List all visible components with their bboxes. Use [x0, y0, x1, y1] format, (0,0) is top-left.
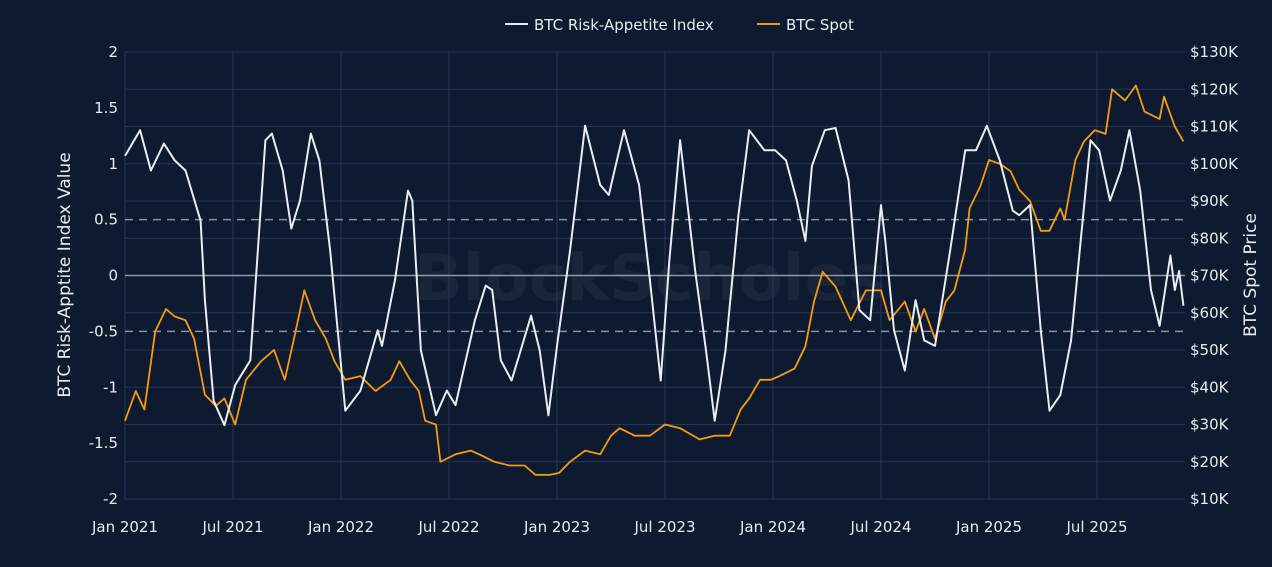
btc-spot-line — [124, 84, 1185, 476]
risk-appetite-index-line — [124, 124, 1185, 427]
left-tick-label: 1 — [108, 155, 118, 173]
right-tick-label: $80K — [1190, 229, 1230, 247]
x-tick-label: Jan 2024 — [739, 518, 806, 536]
x-tick-label: Jul 2024 — [849, 518, 911, 536]
x-tick-label: Jul 2025 — [1065, 518, 1127, 536]
right-tick-label: $130K — [1190, 43, 1239, 61]
left-tick-label: 1.5 — [94, 99, 118, 117]
right-tick-label: $90K — [1190, 192, 1230, 210]
legend: BTC Risk-Appetite Index BTC Spot — [505, 16, 854, 34]
left-tick-label: -1.5 — [89, 434, 118, 452]
x-tick-label: Jan 2021 — [91, 518, 158, 536]
x-tick-label: Jan 2023 — [523, 518, 590, 536]
x-tick-label: Jan 2025 — [955, 518, 1022, 536]
right-tick-label: $110K — [1190, 118, 1239, 136]
x-axis-ticks: Jan 2021 Jul 2021 Jan 2022 Jul 2022 Jan 2023… — [91, 518, 1128, 536]
right-tick-label: $120K — [1190, 80, 1239, 98]
right-tick-label: $50K — [1190, 341, 1230, 359]
right-tick-label: $100K — [1190, 155, 1239, 173]
right-tick-label: $30K — [1190, 416, 1230, 434]
left-tick-label: 0.5 — [94, 211, 118, 229]
x-tick-label: Jul 2021 — [201, 518, 263, 536]
left-tick-label: 2 — [108, 43, 118, 61]
right-tick-label: $60K — [1190, 304, 1230, 322]
reference-lines — [125, 218, 1185, 333]
legend-label-btc-spot: BTC Spot — [786, 16, 854, 34]
right-tick-label: $70K — [1190, 267, 1230, 285]
x-tick-label: Jul 2023 — [633, 518, 695, 536]
right-axis-title: BTC Spot Price — [1241, 213, 1261, 337]
series-lines — [124, 84, 1185, 476]
left-tick-label: -0.5 — [89, 322, 118, 340]
x-tick-label: Jan 2022 — [307, 518, 374, 536]
x-tick-label: Jul 2022 — [417, 518, 479, 536]
legend-label-risk-index: BTC Risk-Appetite Index — [534, 16, 714, 34]
right-tick-label: $40K — [1190, 378, 1230, 396]
right-axis-ticks: $130K $120K $110K $100K $90K $80K $70K $60K $50K… — [1190, 43, 1239, 508]
left-axis-title: BTC Risk-Apptite Index Value — [55, 152, 75, 397]
right-tick-label: $20K — [1190, 453, 1230, 471]
left-tick-label: -1 — [103, 378, 118, 396]
left-axis-ticks: 2 1.5 1 0.5 0 -0.5 -1 -1.5 -2 — [89, 43, 118, 508]
left-tick-label: 0 — [108, 267, 118, 285]
left-tick-label: -2 — [103, 490, 118, 508]
right-tick-label: $10K — [1190, 490, 1230, 508]
